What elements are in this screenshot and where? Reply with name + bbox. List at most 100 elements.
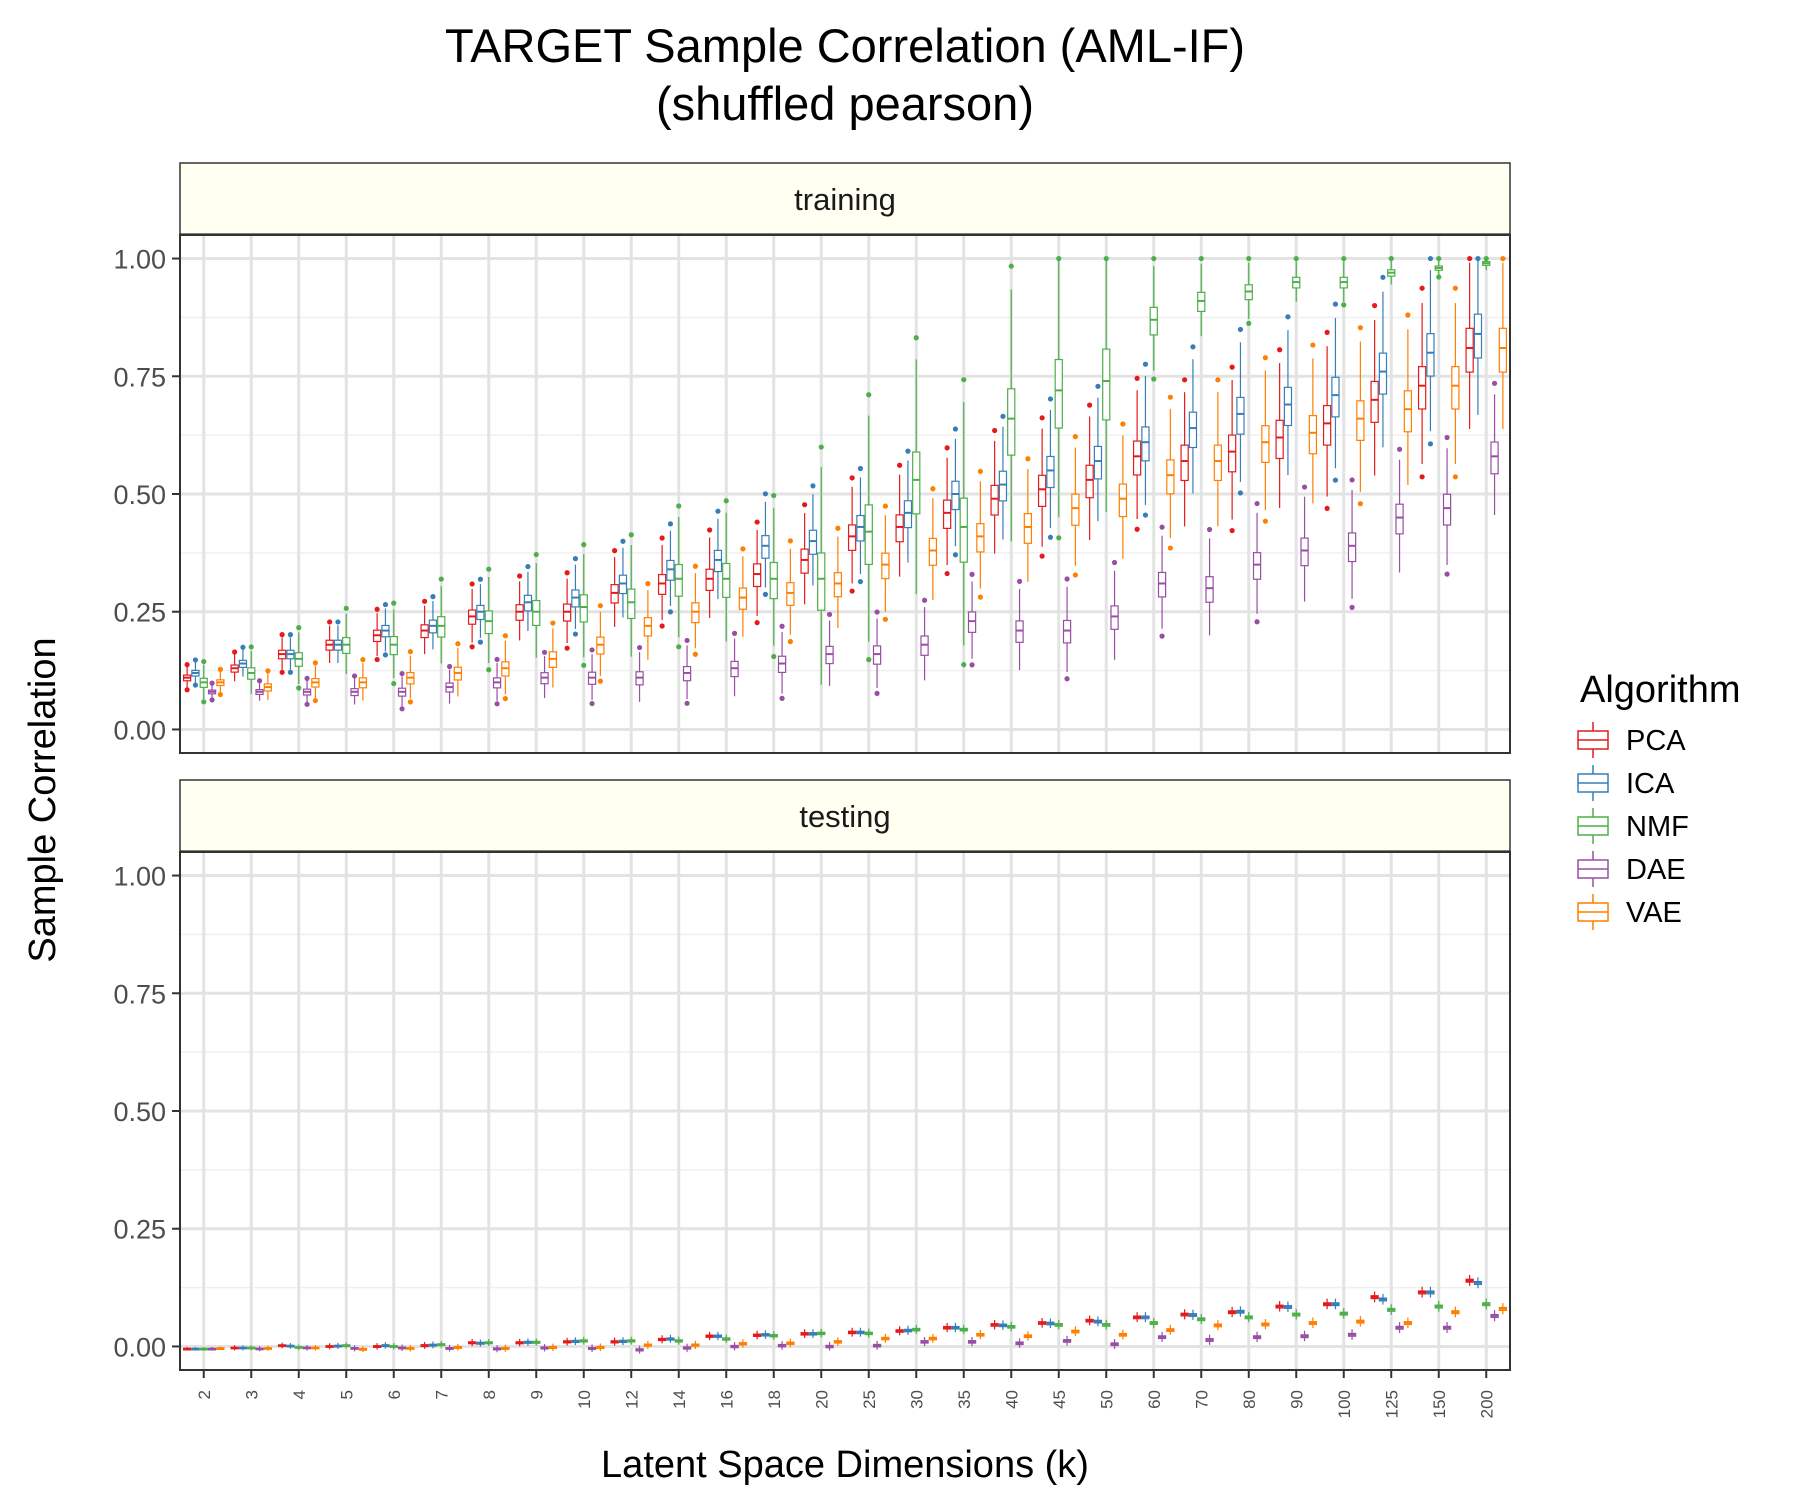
box-body <box>864 504 873 566</box>
outlier-point <box>1182 377 1188 383</box>
box-ica-k7 <box>428 1341 438 1349</box>
box-body <box>1356 400 1365 442</box>
box-body <box>1426 333 1435 377</box>
box-ica-k20 <box>808 1329 818 1338</box>
box-pca-k200 <box>1465 1274 1474 1286</box>
box-ica-k7 <box>428 594 438 650</box>
outlier-point <box>1349 604 1355 610</box>
outlier-point <box>477 576 484 582</box>
box-nmf-k100 <box>1339 255 1348 308</box>
box-dae-k40 <box>1015 1338 1024 1348</box>
box-pca-k9 <box>515 573 524 641</box>
box-vae-k50 <box>1118 1329 1128 1340</box>
box-vae-k20 <box>833 1337 843 1347</box>
box-body <box>1331 376 1340 418</box>
box-pca-k8 <box>467 581 477 650</box>
box-dae-k12 <box>635 644 644 702</box>
box-body <box>1132 440 1142 476</box>
box-dae-k30 <box>920 1337 929 1347</box>
x-tick-label: 45 <box>1050 1390 1069 1409</box>
box-pca-k80 <box>1227 364 1237 534</box>
box-vae-k40 <box>1023 1331 1033 1341</box>
legend-item-pca: PCA <box>1577 722 1686 758</box>
box-dae-k100 <box>1347 1329 1357 1340</box>
box-body <box>808 529 818 555</box>
box-dae-k7 <box>445 663 454 704</box>
box-pca-k12 <box>610 1337 619 1346</box>
outlier-point <box>1341 255 1347 262</box>
outlier-point <box>374 606 380 612</box>
outlier-point <box>446 663 453 670</box>
box-nmf-k12 <box>627 1336 636 1345</box>
box-dae-k2 <box>207 680 217 703</box>
series-vae-training <box>216 255 1508 705</box>
x-tick-label: 8 <box>480 1390 499 1399</box>
box-ica-k10 <box>571 1337 580 1345</box>
outlier-point <box>517 573 523 579</box>
box-vae-k90 <box>1308 342 1318 504</box>
outlier-point <box>351 673 358 679</box>
outlier-point <box>715 508 721 514</box>
box-dae-k3 <box>255 678 264 701</box>
outlier-point <box>1103 255 1109 262</box>
box-dae-k45 <box>1062 1335 1072 1346</box>
outlier-point <box>944 445 950 451</box>
outlier-point <box>874 609 880 615</box>
box-pca-k14 <box>657 535 667 629</box>
outlier-point <box>1047 534 1054 540</box>
box-body <box>1110 605 1119 630</box>
box-dae-k18 <box>777 623 787 701</box>
box-dae-k90 <box>1300 484 1309 602</box>
box-nmf-k8 <box>484 566 493 673</box>
outlier-point <box>1142 361 1149 367</box>
box-body <box>1227 434 1237 473</box>
box-pca-k16 <box>705 527 714 618</box>
box-dae-k50 <box>1110 1339 1119 1349</box>
outlier-point <box>707 527 713 533</box>
outlier-point <box>692 563 698 569</box>
strip-background <box>179 779 1511 853</box>
box-vae-k12 <box>643 581 653 660</box>
box-nmf-k6 <box>389 600 398 687</box>
box-pca-k150 <box>1417 285 1427 480</box>
box-nmf-k12 <box>627 532 636 657</box>
box-vae-k30 <box>928 486 938 601</box>
box-dae-k100 <box>1347 477 1357 610</box>
outlier-point <box>502 633 508 639</box>
box-pca-k50 <box>1085 402 1094 540</box>
box-body <box>769 561 778 600</box>
box-ica-k90 <box>1283 314 1293 476</box>
box-ica-k4 <box>286 632 295 675</box>
outlier-point <box>866 657 872 663</box>
legend-label: ICA <box>1626 768 1675 800</box>
box-pca-k40 <box>990 1319 999 1330</box>
outlier-point <box>969 662 975 668</box>
x-tick-label: 30 <box>907 1390 926 1409</box>
outlier-point <box>541 649 548 655</box>
outlier-point <box>304 701 310 707</box>
x-tick-label: 6 <box>385 1390 404 1399</box>
box-vae-k70 <box>1213 377 1223 527</box>
box-body <box>1370 380 1379 423</box>
outlier-point <box>1142 512 1149 518</box>
outlier-point <box>961 377 967 383</box>
box-ica-k12 <box>618 1337 628 1346</box>
outlier-point <box>438 576 444 582</box>
outlier-point <box>1151 376 1157 382</box>
outlier-point <box>279 632 285 638</box>
box-body <box>674 563 683 597</box>
outlier-point <box>1167 394 1173 400</box>
outlier-point <box>1436 255 1442 262</box>
box-dae-k8 <box>492 656 502 707</box>
outlier-point <box>240 644 246 650</box>
x-tick-label: 90 <box>1287 1390 1306 1409</box>
box-nmf-k80 <box>1244 1311 1253 1323</box>
box-nmf-k18 <box>769 1331 778 1340</box>
box-ica-k200 <box>1473 255 1483 415</box>
box-nmf-k16 <box>722 1334 731 1343</box>
box-pca-k2 <box>182 662 192 693</box>
box-dae-k90 <box>1300 1330 1309 1342</box>
outlier-point <box>1254 619 1260 625</box>
x-tick-label: 50 <box>1097 1390 1116 1409</box>
outlier-point <box>1039 553 1045 559</box>
